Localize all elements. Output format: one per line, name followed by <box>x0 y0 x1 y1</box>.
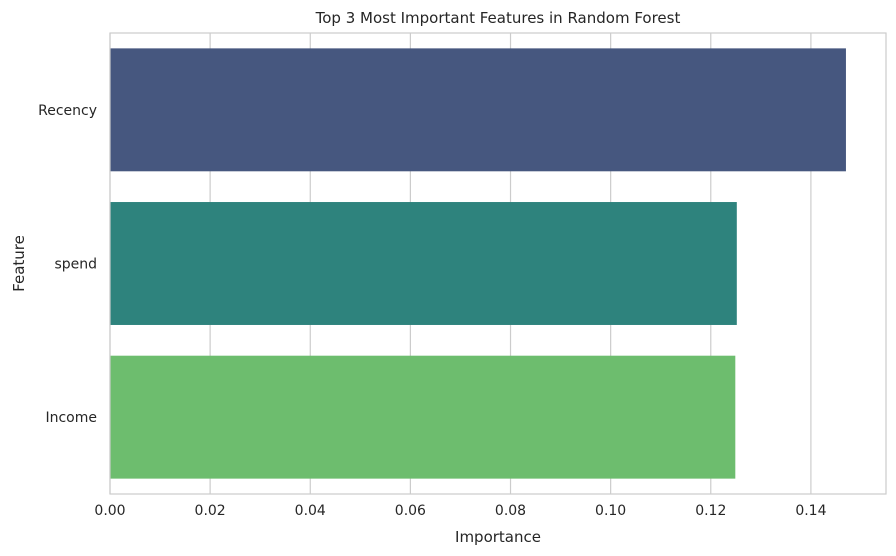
x-tick-labels: 0.00 0.02 0.04 0.06 0.08 0.10 0.12 0.14 <box>94 503 826 519</box>
x-tick-label: 0.06 <box>395 503 426 519</box>
x-tick-label: 0.12 <box>695 503 726 519</box>
x-tick-label: 0.08 <box>495 503 526 519</box>
bar-recency <box>110 48 846 172</box>
x-tick-label: 0.10 <box>595 503 626 519</box>
x-axis-label: Importance <box>455 528 541 546</box>
bars-layer <box>110 48 846 479</box>
x-tick-label: 0.14 <box>795 503 826 519</box>
y-tick-label: Income <box>45 410 97 426</box>
x-tick-label: 0.02 <box>195 503 226 519</box>
bar-income <box>110 355 736 479</box>
x-tick-label: 0.00 <box>94 503 125 519</box>
y-tick-label: spend <box>54 257 97 273</box>
plot-frame <box>109 32 887 495</box>
chart-title: Top 3 Most Important Features in Random … <box>315 9 681 27</box>
y-tick-labels: Recency spend Income <box>38 103 97 426</box>
y-tick-label: Recency <box>38 103 97 119</box>
x-tick-label: 0.04 <box>295 503 326 519</box>
y-axis-label: Feature <box>10 235 28 292</box>
bar-spend <box>110 202 737 325</box>
